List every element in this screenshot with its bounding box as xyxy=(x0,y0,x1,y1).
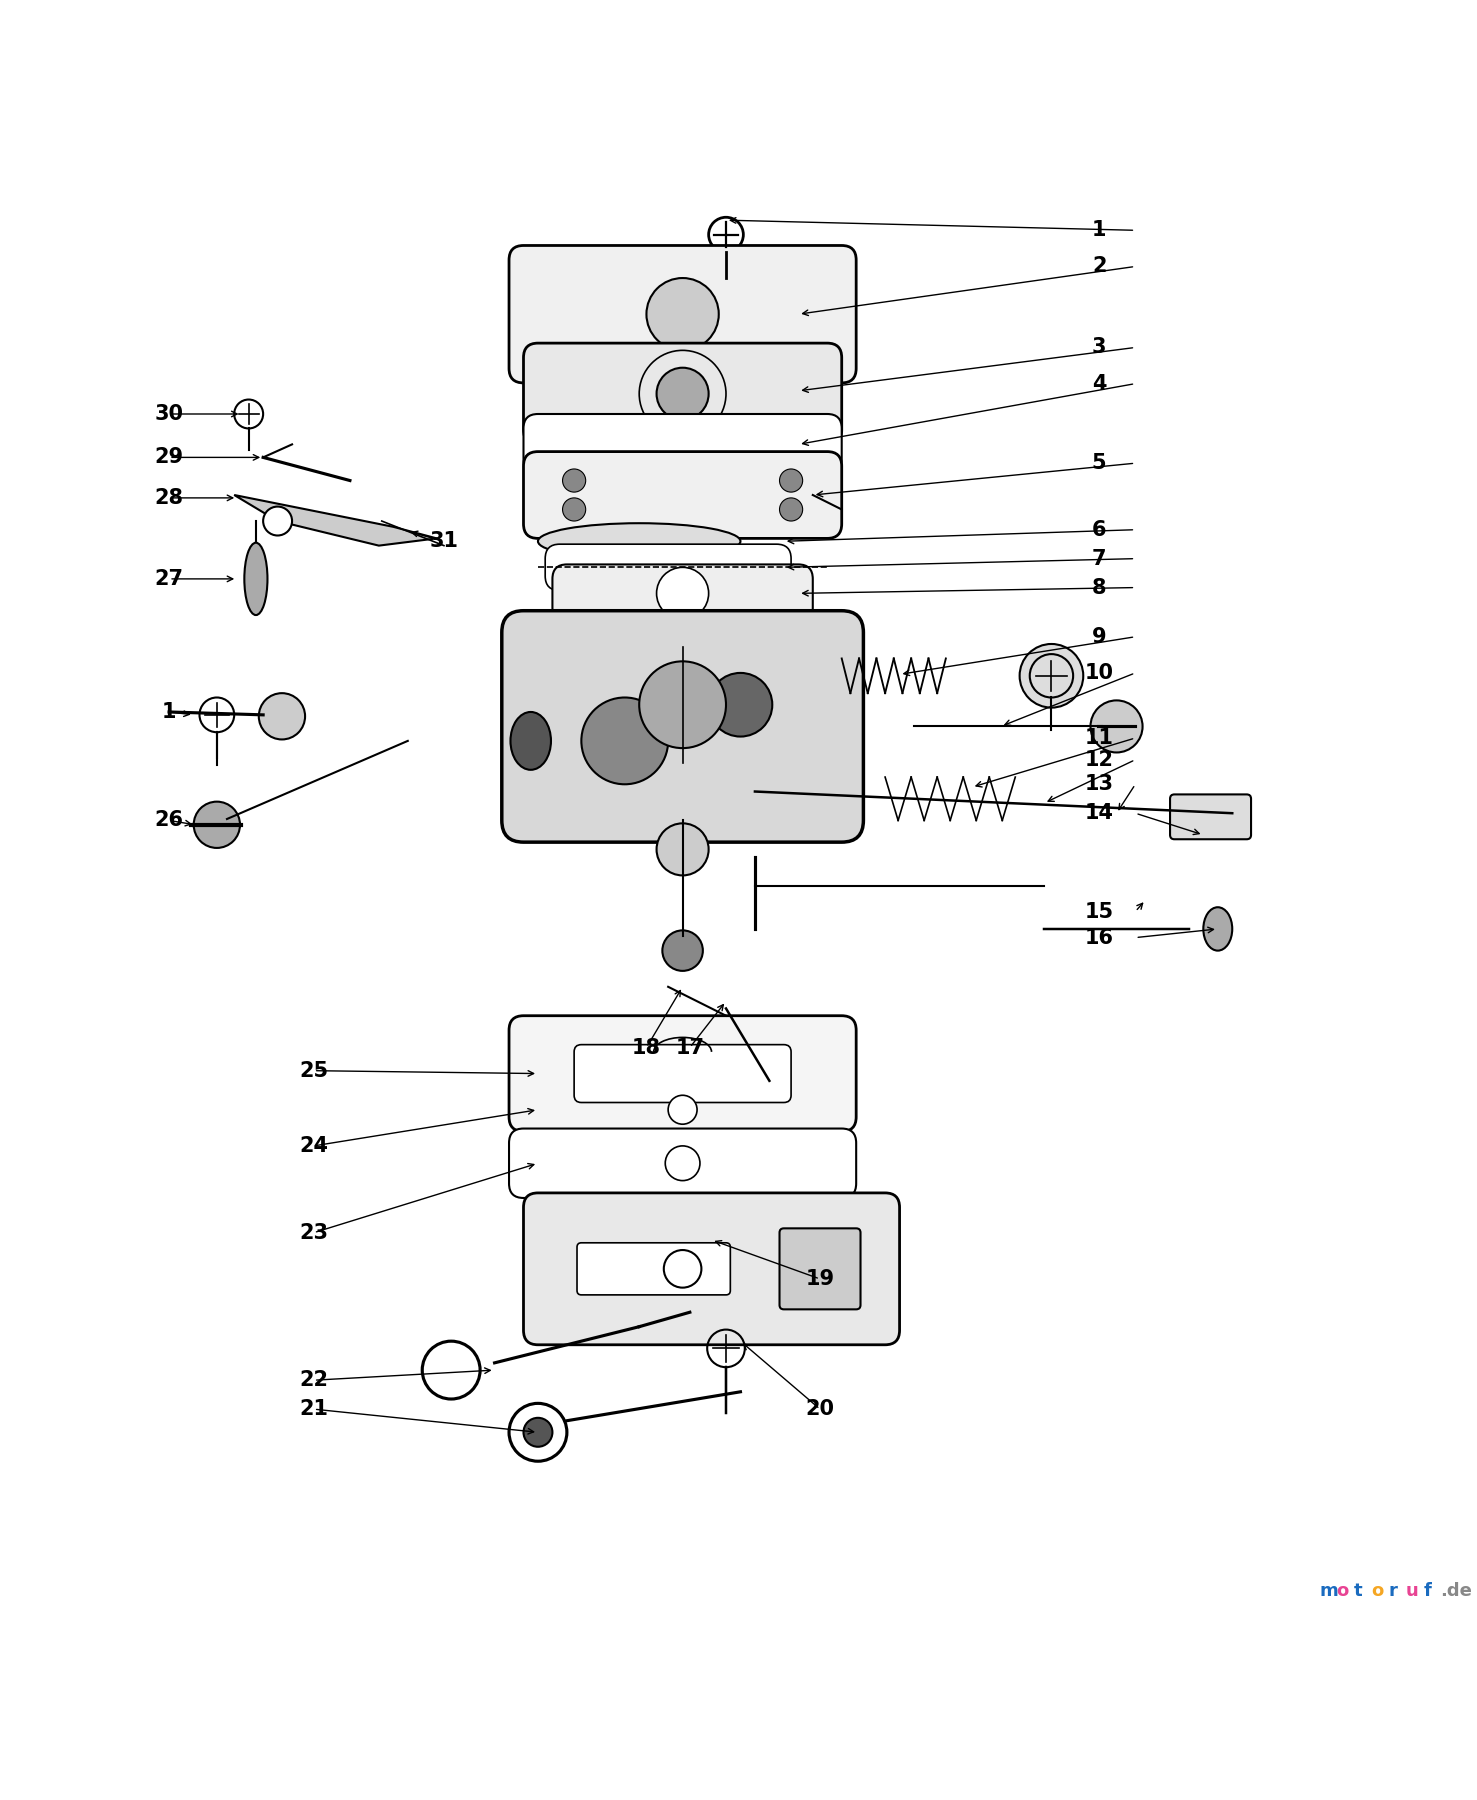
Circle shape xyxy=(263,506,292,535)
Text: 7: 7 xyxy=(1092,549,1106,569)
Text: 9: 9 xyxy=(1092,626,1106,646)
FancyBboxPatch shape xyxy=(545,544,792,590)
Text: 4: 4 xyxy=(1092,374,1106,394)
Text: r: r xyxy=(1388,1582,1397,1600)
Ellipse shape xyxy=(1204,907,1232,950)
Text: 6: 6 xyxy=(1092,520,1106,540)
Ellipse shape xyxy=(538,524,740,560)
Circle shape xyxy=(663,1249,702,1287)
Circle shape xyxy=(563,499,586,520)
Text: 16: 16 xyxy=(1084,927,1114,947)
Circle shape xyxy=(1019,644,1083,707)
Text: f: f xyxy=(1424,1582,1431,1600)
Circle shape xyxy=(640,661,727,749)
Text: o: o xyxy=(1337,1582,1349,1600)
Text: o: o xyxy=(1371,1582,1384,1600)
FancyBboxPatch shape xyxy=(510,1129,857,1199)
Text: 1: 1 xyxy=(1092,220,1106,239)
Text: 24: 24 xyxy=(300,1136,328,1156)
FancyBboxPatch shape xyxy=(578,1242,730,1294)
Text: 12: 12 xyxy=(1084,749,1114,770)
Text: 19: 19 xyxy=(805,1269,835,1289)
Circle shape xyxy=(258,693,306,740)
Text: t: t xyxy=(1354,1582,1362,1600)
Text: 2: 2 xyxy=(1092,256,1106,277)
Circle shape xyxy=(647,277,719,351)
Circle shape xyxy=(563,470,586,491)
FancyBboxPatch shape xyxy=(780,1228,861,1309)
Polygon shape xyxy=(235,495,437,545)
FancyBboxPatch shape xyxy=(523,452,842,538)
Text: 3: 3 xyxy=(1092,337,1106,358)
Text: 1: 1 xyxy=(162,702,176,722)
FancyBboxPatch shape xyxy=(510,245,857,383)
Text: 11: 11 xyxy=(1084,727,1114,749)
Text: 17: 17 xyxy=(675,1037,705,1058)
Text: 30: 30 xyxy=(155,403,183,425)
Text: 23: 23 xyxy=(300,1222,328,1242)
FancyBboxPatch shape xyxy=(523,344,842,445)
Text: 27: 27 xyxy=(155,569,183,589)
FancyBboxPatch shape xyxy=(552,565,812,623)
FancyBboxPatch shape xyxy=(1170,794,1251,839)
Text: u: u xyxy=(1406,1582,1418,1600)
Text: 25: 25 xyxy=(300,1060,328,1080)
Text: 20: 20 xyxy=(805,1399,835,1418)
Circle shape xyxy=(582,697,668,785)
Text: 13: 13 xyxy=(1084,774,1114,794)
Text: .de: .de xyxy=(1440,1582,1473,1600)
Circle shape xyxy=(523,1418,552,1447)
Text: 22: 22 xyxy=(300,1370,328,1390)
FancyBboxPatch shape xyxy=(575,1044,792,1103)
Text: 28: 28 xyxy=(155,488,183,508)
Text: 14: 14 xyxy=(1084,803,1114,823)
Circle shape xyxy=(668,1094,697,1125)
Circle shape xyxy=(193,801,239,848)
Text: 10: 10 xyxy=(1084,662,1114,682)
Circle shape xyxy=(657,367,709,419)
FancyBboxPatch shape xyxy=(510,1015,857,1132)
Circle shape xyxy=(662,931,703,970)
Text: 21: 21 xyxy=(300,1399,328,1418)
Text: 18: 18 xyxy=(632,1037,660,1058)
FancyBboxPatch shape xyxy=(502,610,864,842)
Circle shape xyxy=(657,567,709,619)
Circle shape xyxy=(657,823,709,875)
Text: 5: 5 xyxy=(1092,454,1106,473)
Circle shape xyxy=(1090,700,1143,752)
Circle shape xyxy=(780,499,802,520)
Text: 29: 29 xyxy=(155,448,183,468)
Ellipse shape xyxy=(244,544,267,616)
Ellipse shape xyxy=(511,713,551,770)
Text: m: m xyxy=(1319,1582,1338,1600)
Text: 26: 26 xyxy=(155,810,183,830)
Text: 8: 8 xyxy=(1092,578,1106,598)
Circle shape xyxy=(780,470,802,491)
Circle shape xyxy=(709,673,772,736)
Text: 15: 15 xyxy=(1084,902,1114,922)
FancyBboxPatch shape xyxy=(523,1193,899,1345)
Text: 31: 31 xyxy=(430,531,458,551)
FancyBboxPatch shape xyxy=(523,414,842,475)
